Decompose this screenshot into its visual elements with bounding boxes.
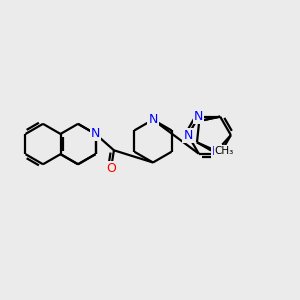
Text: N: N (91, 128, 100, 140)
Text: N: N (212, 145, 221, 158)
Text: N: N (194, 110, 203, 123)
Text: CH₃: CH₃ (215, 146, 234, 155)
Text: N: N (148, 113, 158, 126)
Text: N: N (183, 129, 193, 142)
Text: O: O (106, 162, 116, 175)
